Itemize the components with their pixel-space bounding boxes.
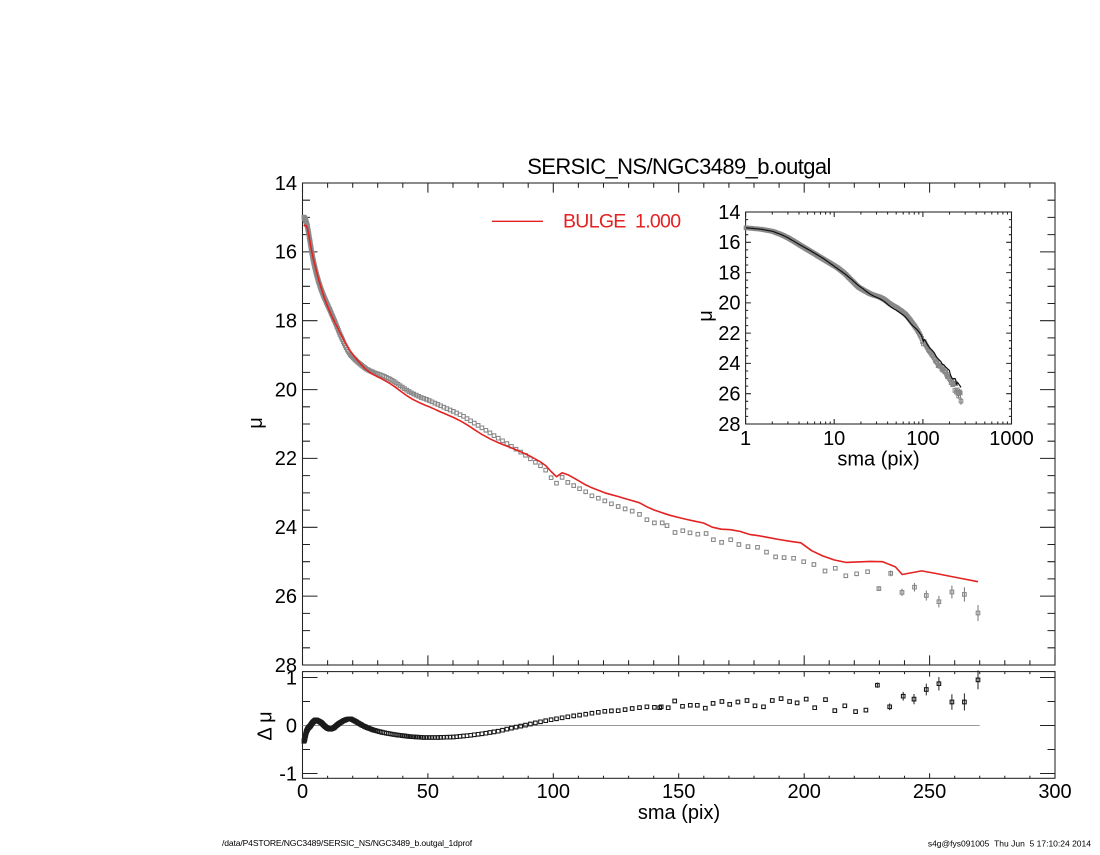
svg-text:250: 250 bbox=[913, 781, 946, 803]
svg-text:22: 22 bbox=[718, 323, 740, 345]
svg-text:18: 18 bbox=[718, 262, 740, 284]
svg-text:26: 26 bbox=[275, 586, 297, 608]
svg-text:μ: μ bbox=[695, 310, 717, 322]
svg-text:sma (pix): sma (pix) bbox=[638, 802, 720, 824]
svg-text:/data/P4STORE/NGC3489/SERSIC_N: /data/P4STORE/NGC3489/SERSIC_NS/NGC3489_… bbox=[222, 838, 473, 848]
svg-text:200: 200 bbox=[788, 781, 821, 803]
svg-text:150: 150 bbox=[662, 781, 695, 803]
svg-text:Δ μ: Δ μ bbox=[255, 711, 277, 740]
svg-text:24: 24 bbox=[718, 353, 740, 375]
svg-text:20: 20 bbox=[275, 379, 297, 401]
svg-text:14: 14 bbox=[275, 173, 297, 195]
svg-text:18: 18 bbox=[275, 311, 297, 333]
svg-text:1: 1 bbox=[286, 667, 297, 689]
svg-text:16: 16 bbox=[718, 232, 740, 254]
svg-text:14: 14 bbox=[718, 202, 740, 224]
svg-text:28: 28 bbox=[718, 414, 740, 436]
svg-text:SERSIC_NS/NGC3489_b.outgal: SERSIC_NS/NGC3489_b.outgal bbox=[527, 154, 831, 179]
svg-text:sma (pix): sma (pix) bbox=[837, 448, 919, 470]
svg-text:1: 1 bbox=[740, 428, 751, 450]
svg-text:0: 0 bbox=[286, 715, 297, 737]
svg-text:10: 10 bbox=[823, 428, 845, 450]
svg-text:22: 22 bbox=[275, 448, 297, 470]
svg-text:100: 100 bbox=[537, 781, 570, 803]
svg-text:24: 24 bbox=[275, 517, 297, 539]
svg-text:300: 300 bbox=[1038, 781, 1071, 803]
svg-text:50: 50 bbox=[417, 781, 439, 803]
svg-text:16: 16 bbox=[275, 242, 297, 264]
svg-text:s4g@fys091005 Thu Jun 5 17:1: s4g@fys091005 Thu Jun 5 17:10:24 2014 bbox=[928, 839, 1091, 849]
svg-text:100: 100 bbox=[906, 428, 939, 450]
svg-text:-1: -1 bbox=[279, 763, 297, 785]
svg-text:28: 28 bbox=[275, 655, 297, 677]
svg-text:0: 0 bbox=[297, 781, 308, 803]
svg-text:BULGE 1.000: BULGE 1.000 bbox=[563, 211, 681, 233]
svg-text:26: 26 bbox=[718, 384, 740, 406]
svg-text:1000: 1000 bbox=[989, 428, 1034, 450]
svg-text:20: 20 bbox=[718, 293, 740, 315]
svg-text:μ: μ bbox=[245, 417, 267, 429]
